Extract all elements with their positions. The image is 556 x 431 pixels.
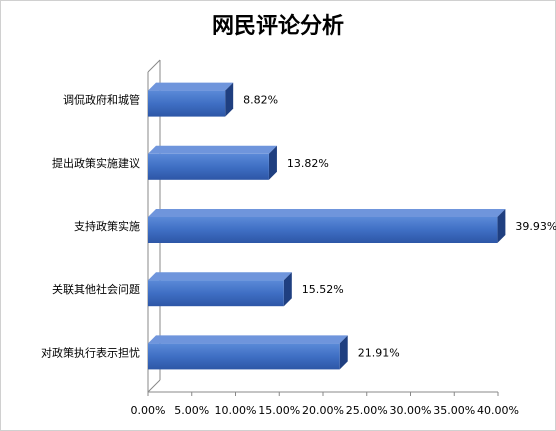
bar xyxy=(148,90,226,117)
value-label: 39.93% xyxy=(515,220,556,233)
y-tick-label: 关联其他社会问题 xyxy=(52,282,140,296)
value-label: 8.82% xyxy=(243,94,278,107)
bar-side xyxy=(283,272,292,307)
depth-edge xyxy=(147,379,161,393)
y-tick-label: 对政策执行表示担忧 xyxy=(41,345,140,359)
x-tick-label: 10.00% xyxy=(215,404,257,417)
x-tick-label: 15.00% xyxy=(258,404,300,417)
bar-side xyxy=(268,145,277,180)
y-tick-label: 调侃政府和城管 xyxy=(63,93,140,107)
bar-top xyxy=(148,272,292,281)
value-label: 21.91% xyxy=(358,346,400,359)
bar-top xyxy=(148,145,277,154)
bar-top xyxy=(148,335,348,344)
y-tick-label: 支持政策实施 xyxy=(74,219,140,233)
chart-title: 网民评论分析 xyxy=(212,13,344,39)
value-label: 15.52% xyxy=(302,283,344,296)
x-tick-label: 35.00% xyxy=(433,404,475,417)
x-tick-label: 30.00% xyxy=(390,404,432,417)
bar xyxy=(148,280,284,307)
bar xyxy=(148,217,498,243)
value-label: 13.82% xyxy=(287,157,329,170)
depth-edge xyxy=(147,59,161,73)
bar xyxy=(148,153,269,180)
x-tick-label: 0.00% xyxy=(131,404,166,417)
x-tick-label: 40.00% xyxy=(477,404,519,417)
bar-side xyxy=(225,82,234,117)
bar-side xyxy=(497,209,506,243)
x-tick-label: 5.00% xyxy=(174,404,209,417)
x-tick-label: 20.00% xyxy=(302,404,344,417)
bar xyxy=(148,343,340,370)
y-tick-label: 提出政策实施建议 xyxy=(52,156,140,170)
bar-top xyxy=(148,82,234,91)
bar-top xyxy=(148,209,506,217)
bar-side xyxy=(339,335,348,370)
x-tick-label: 25.00% xyxy=(346,404,388,417)
